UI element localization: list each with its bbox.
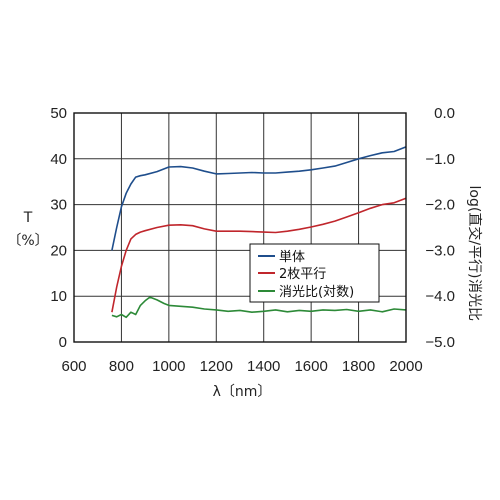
y2-tick-label: −3.0 bbox=[425, 242, 455, 259]
legend-label-0: 単体 bbox=[279, 249, 305, 265]
y-tick-label: 0 bbox=[59, 334, 67, 351]
series-line-1 bbox=[111, 197, 407, 313]
x-tick-label: 800 bbox=[109, 358, 134, 375]
legend: 単体 2枚平行 消光比(対数) bbox=[249, 243, 380, 303]
x-tick-label: 1800 bbox=[342, 358, 375, 375]
y-axis-label: T bbox=[23, 210, 33, 226]
y-tick-label: 20 bbox=[50, 242, 67, 259]
x-tick-label: 1400 bbox=[247, 358, 280, 375]
x-tick-label: 1200 bbox=[200, 358, 233, 375]
y-tick-labels: 0 10 20 30 40 50 bbox=[50, 105, 67, 351]
y-tick-label: 30 bbox=[50, 197, 67, 214]
series-line-0 bbox=[111, 146, 407, 251]
y2-tick-label: −1.0 bbox=[425, 151, 455, 168]
y-tick-label: 10 bbox=[50, 288, 67, 305]
y2-axis-prefix: 消光比 bbox=[466, 279, 482, 321]
y2-tick-label: −2.0 bbox=[425, 197, 455, 214]
y-axis-unit: 〔%〕 bbox=[7, 233, 48, 249]
y2-axis-label: log(直交/平行) bbox=[466, 186, 483, 279]
y-tick-label: 50 bbox=[50, 105, 67, 122]
x-tick-labels: 600 800 1000 1200 1400 1600 1800 2000 bbox=[61, 358, 422, 375]
y2-tick-labels: −5.0 −4.0 −3.0 −2.0 −1.0 0.0 bbox=[425, 105, 455, 351]
y2-tick-label: −5.0 bbox=[425, 334, 455, 351]
x-tick-label: 1600 bbox=[294, 358, 327, 375]
x-tick-label: 1000 bbox=[152, 358, 185, 375]
x-tick-label: 600 bbox=[61, 358, 86, 375]
plot-frame bbox=[73, 112, 407, 343]
legend-label-2: 消光比(対数) bbox=[279, 285, 354, 300]
y-tick-label: 40 bbox=[50, 151, 67, 168]
series-line-2 bbox=[111, 296, 407, 319]
x-tick-label: 2000 bbox=[389, 358, 422, 375]
series-layer bbox=[111, 146, 407, 319]
grid-lines bbox=[74, 113, 406, 342]
y2-tick-label: 0.0 bbox=[434, 105, 455, 122]
legend-label-1: 2枚平行 bbox=[279, 267, 326, 282]
x-axis-label: λ〔nm〕 bbox=[213, 384, 272, 400]
y2-tick-label: −4.0 bbox=[425, 288, 455, 305]
